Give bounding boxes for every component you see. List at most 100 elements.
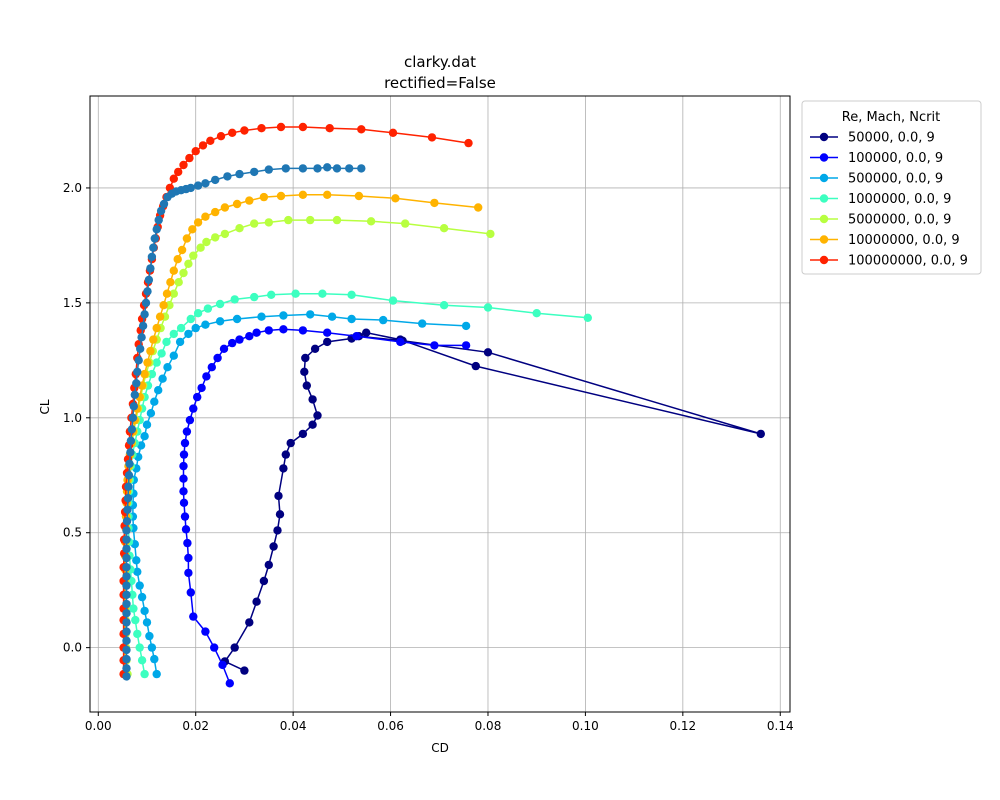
data-point xyxy=(396,337,405,347)
data-point xyxy=(169,289,178,298)
data-point xyxy=(332,164,342,173)
legend-marker xyxy=(819,132,829,142)
data-point xyxy=(245,332,254,341)
data-point xyxy=(122,654,131,664)
data-point xyxy=(207,363,216,372)
series-line xyxy=(123,194,479,675)
data-point xyxy=(357,125,366,134)
x-tick-label: 0.14 xyxy=(767,719,794,733)
legend-marker xyxy=(819,194,829,203)
data-point xyxy=(124,482,133,491)
data-point xyxy=(122,599,131,609)
data-point xyxy=(186,588,195,597)
data-point xyxy=(173,255,182,264)
legend: Re, Mach, Ncrit 50000, 0.0, 9 100000, 0.0… xyxy=(801,100,982,275)
data-point xyxy=(122,618,131,627)
data-point xyxy=(281,164,290,173)
data-point xyxy=(152,323,161,333)
data-point xyxy=(298,429,308,439)
data-point xyxy=(184,329,193,339)
data-point xyxy=(129,402,138,411)
data-point xyxy=(583,313,592,322)
legend-label: 1000000, 0.0, 9 xyxy=(848,192,951,207)
chart-title: clarky.dat xyxy=(404,53,476,71)
data-point xyxy=(176,323,186,333)
data-point xyxy=(181,525,191,534)
data-point xyxy=(122,526,131,535)
data-point xyxy=(235,335,244,344)
data-point xyxy=(136,344,145,353)
series-8 xyxy=(122,163,366,681)
data-point xyxy=(332,215,342,225)
x-tick-label: 0.12 xyxy=(669,719,696,733)
data-point xyxy=(124,471,134,480)
data-point xyxy=(179,498,189,507)
data-point xyxy=(193,309,203,318)
data-point xyxy=(184,568,193,578)
series-line xyxy=(124,219,491,675)
data-point xyxy=(201,320,210,329)
data-point xyxy=(388,128,398,137)
data-point xyxy=(323,163,332,172)
data-point xyxy=(264,218,273,227)
data-point xyxy=(159,199,169,209)
data-point xyxy=(308,420,317,429)
data-point xyxy=(174,278,183,287)
data-point xyxy=(269,542,278,551)
data-point xyxy=(259,192,269,202)
data-point xyxy=(133,629,142,639)
data-point xyxy=(193,392,202,402)
data-point xyxy=(327,312,337,321)
data-point xyxy=(196,243,205,252)
data-point xyxy=(140,432,149,441)
data-point xyxy=(264,326,273,335)
data-point xyxy=(430,198,439,208)
data-point xyxy=(140,606,149,616)
legend-marker xyxy=(819,214,829,224)
plot-frame xyxy=(89,95,791,713)
data-point xyxy=(145,631,154,641)
data-point xyxy=(143,287,152,296)
data-point xyxy=(137,592,147,602)
data-point xyxy=(347,290,356,299)
data-point xyxy=(391,194,400,203)
data-point xyxy=(141,298,151,308)
data-point xyxy=(276,191,286,201)
data-point xyxy=(300,367,309,376)
plot-series xyxy=(119,122,765,688)
legend-label: 10000000, 0.0, 9 xyxy=(848,233,960,248)
y-tick-label: 1.0 xyxy=(63,411,82,425)
data-point xyxy=(126,436,136,445)
data-point xyxy=(155,312,165,321)
data-point xyxy=(211,175,220,185)
data-point xyxy=(257,312,266,321)
data-point xyxy=(301,353,310,363)
data-point xyxy=(122,553,131,563)
y-tick-label: 2.0 xyxy=(63,181,82,195)
data-point xyxy=(439,224,449,233)
series-5 xyxy=(121,215,495,679)
legend-marker xyxy=(819,255,829,265)
data-point xyxy=(123,505,132,514)
data-point xyxy=(122,563,131,572)
data-point xyxy=(202,372,211,381)
data-point xyxy=(228,128,237,137)
data-point xyxy=(128,413,138,422)
data-point xyxy=(313,164,322,173)
data-point xyxy=(162,289,172,298)
data-point xyxy=(154,215,163,225)
data-point xyxy=(122,581,131,590)
data-point xyxy=(240,666,249,675)
data-point xyxy=(250,219,259,228)
data-point xyxy=(122,517,132,526)
data-point xyxy=(218,660,227,670)
data-point xyxy=(215,317,225,326)
series-line xyxy=(122,126,469,675)
data-point xyxy=(250,292,259,302)
axis-ticks: 0.00 0.02 0.04 0.06 0.08 0.10 0.12 0.14 0.0 0.5 1.… xyxy=(63,181,794,733)
data-point xyxy=(354,191,364,201)
data-point xyxy=(179,160,188,170)
data-point xyxy=(281,450,290,459)
data-point xyxy=(135,643,144,652)
data-point xyxy=(427,133,437,142)
